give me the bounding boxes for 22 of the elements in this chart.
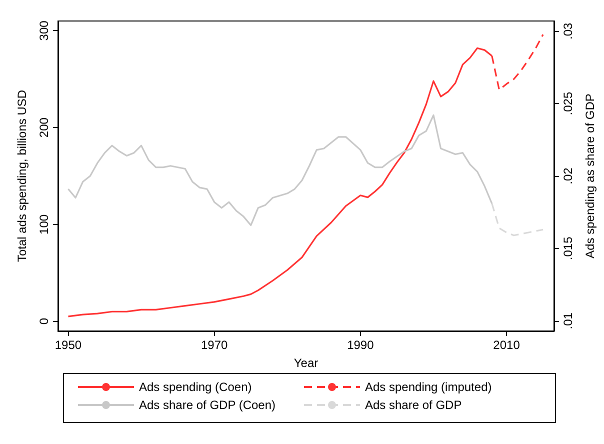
line-series xyxy=(67,114,493,226)
y-tick-label: 0 xyxy=(37,318,51,325)
legend-label: Ads share of GDP (Coen) xyxy=(139,398,276,412)
y-tick-label: 200 xyxy=(37,117,51,138)
y2-tick-label: .01 xyxy=(561,312,575,330)
legend-label: Ads share of GDP xyxy=(365,398,462,412)
y2-tick-label: .03 xyxy=(561,22,575,40)
x-tick-label: 1970 xyxy=(200,338,228,352)
y2-tick-label: .02 xyxy=(561,167,575,184)
x-tick-label: 1950 xyxy=(54,338,82,352)
y-tick-label: 100 xyxy=(37,214,51,234)
y-tick-label: 300 xyxy=(37,20,51,41)
x-axis-title: Year xyxy=(294,356,318,370)
y-axis-title: Total ads spending, billions USD xyxy=(15,90,29,262)
y2-tick-label: .015 xyxy=(561,236,575,260)
legend-label: Ads spending (Coen) xyxy=(139,380,252,394)
y2-axis-title: Ads spending as share of GDP xyxy=(583,94,597,258)
legend-label: Ads spending (imputed) xyxy=(365,380,492,394)
x-tick-label: 2010 xyxy=(493,338,520,352)
y2-tick-label: .025 xyxy=(561,92,575,116)
line-series xyxy=(491,202,544,236)
x-tick-label: 1990 xyxy=(347,338,374,352)
